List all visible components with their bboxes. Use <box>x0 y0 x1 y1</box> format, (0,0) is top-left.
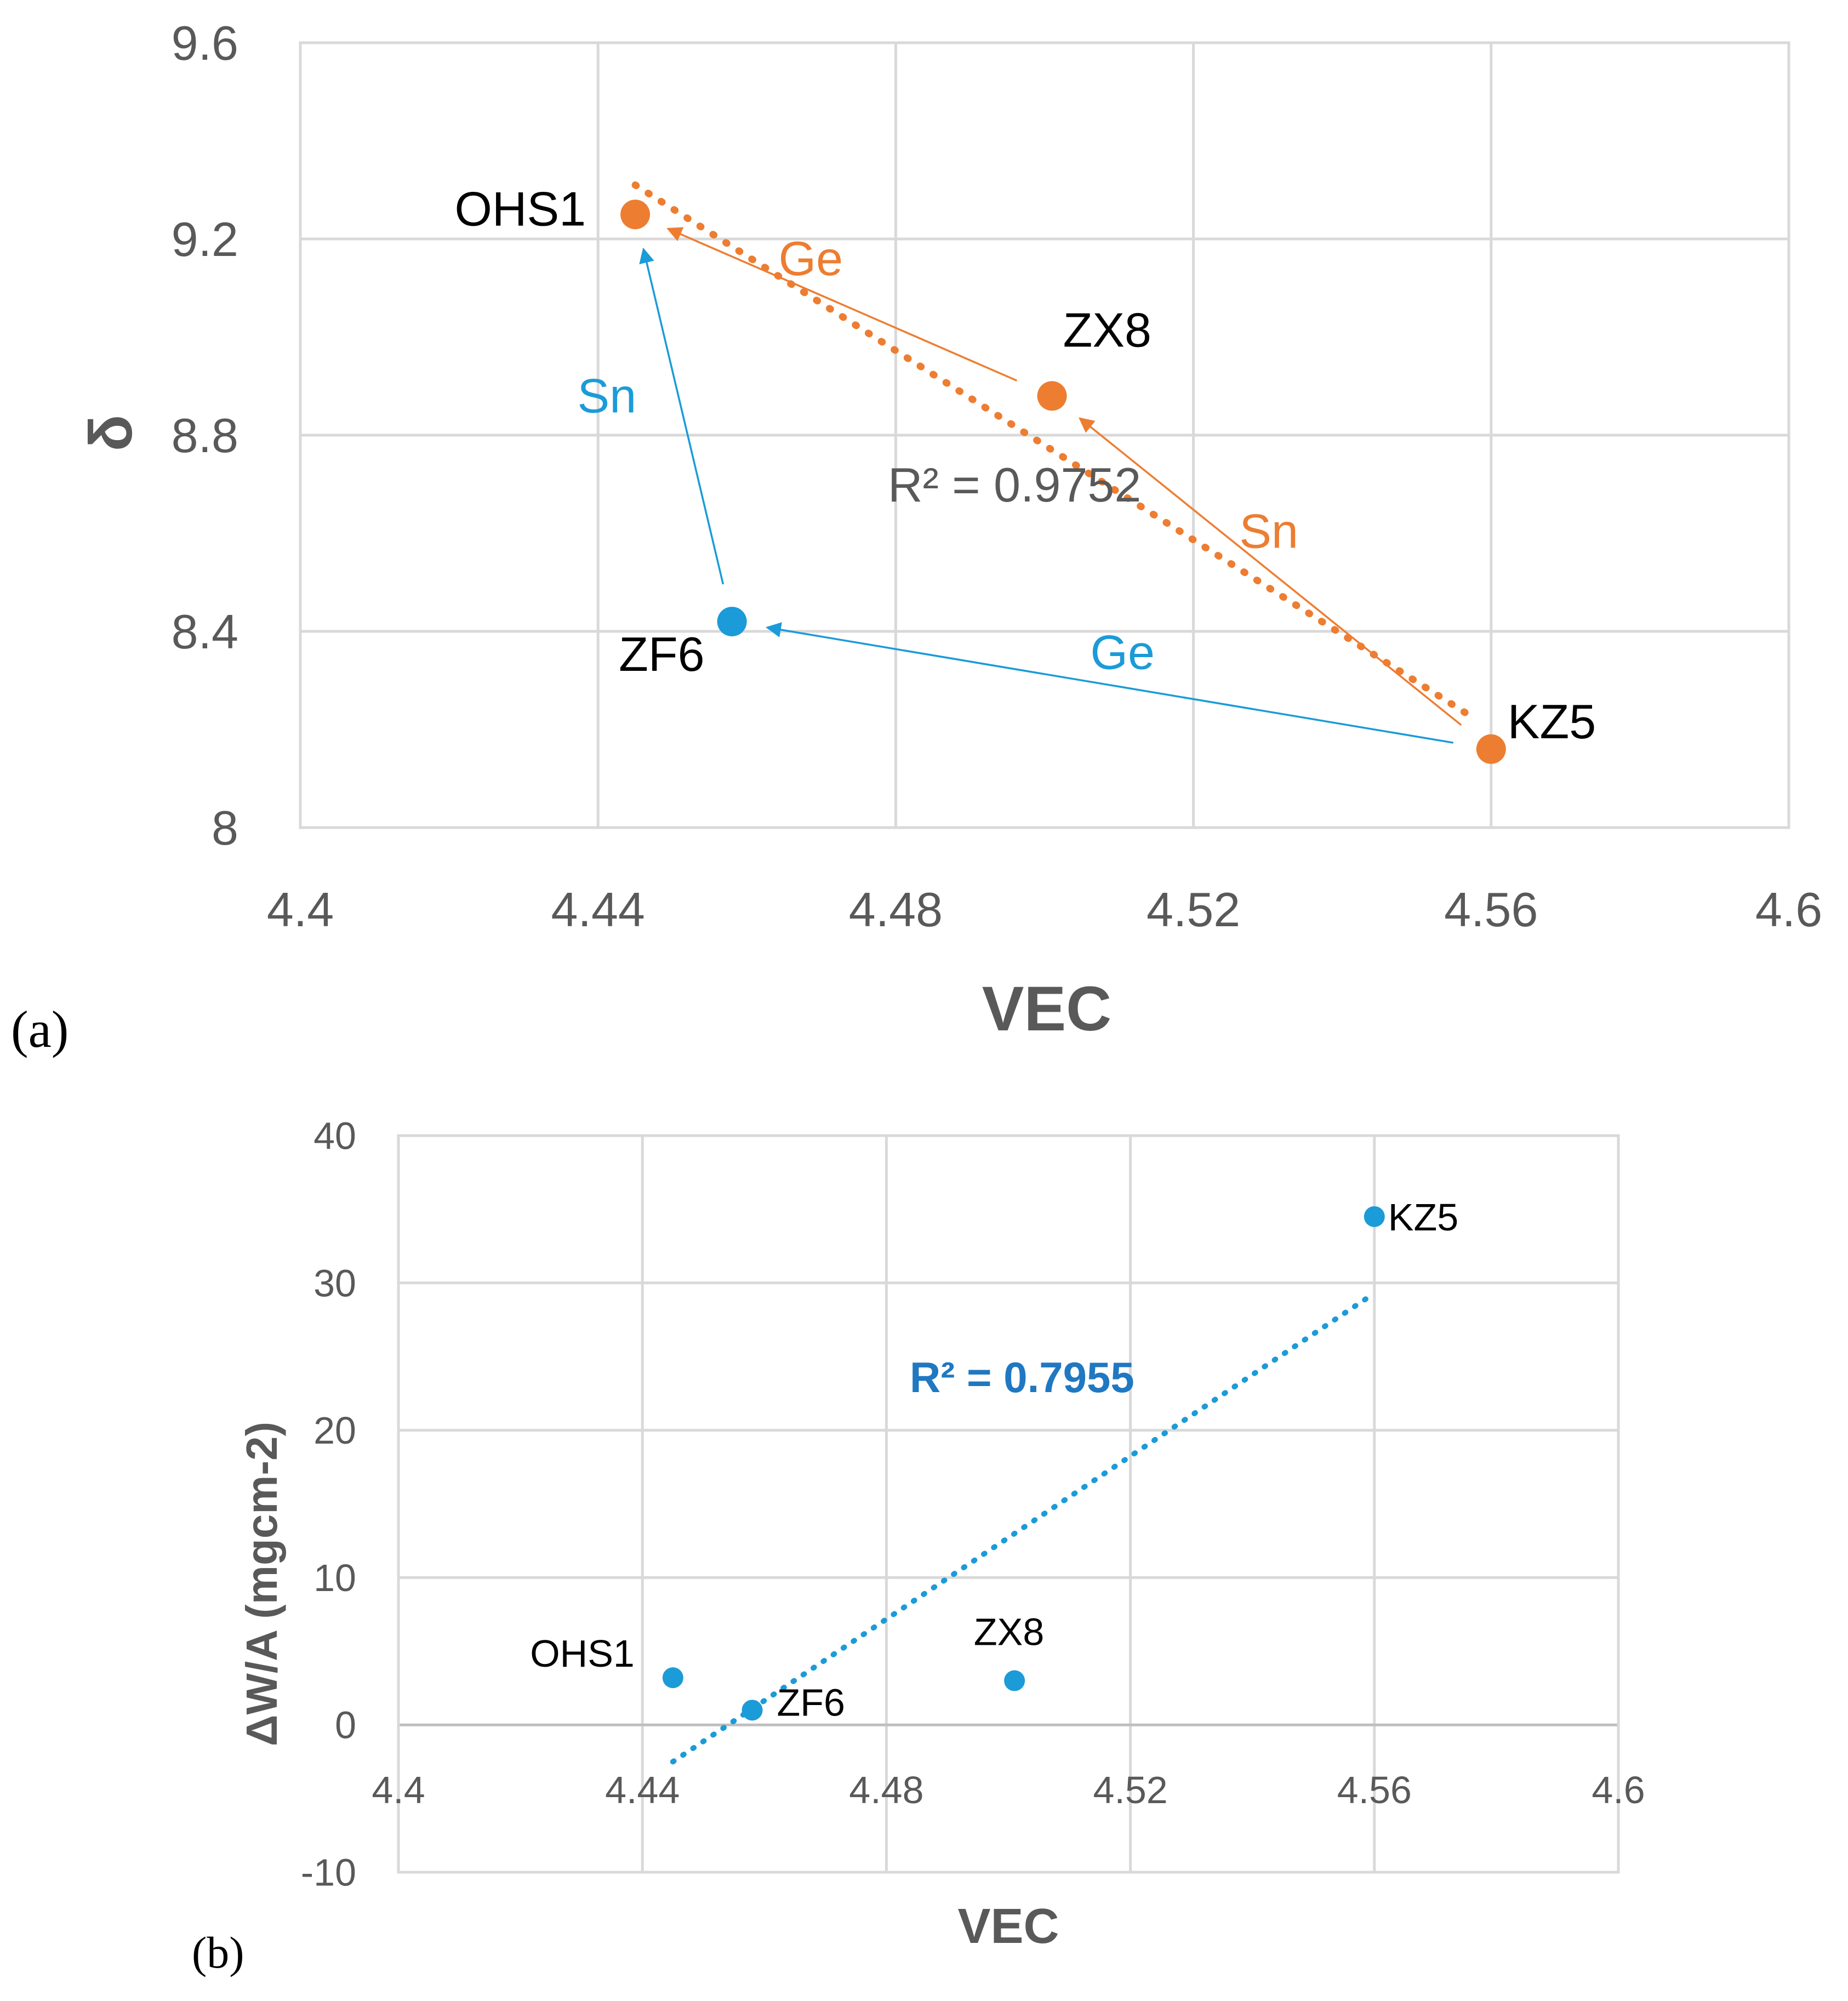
panel-a-r2-label: R² = 0.9752 <box>888 458 1141 512</box>
x-tick-label: 4.44 <box>551 882 645 937</box>
panel-b-x-tick-labels: 4.4 4.44 4.48 4.52 4.56 4.6 <box>372 1769 1645 1811</box>
panel-b: 4.4 4.44 4.48 4.52 4.56 4.6 -10 0 10 20 30 40 OHS1… <box>192 1115 1645 1978</box>
arrow-zf6-to-ohs1 <box>639 247 725 585</box>
panel-b-label: (b) <box>192 1928 244 1977</box>
arrow-kz5-to-zf6 <box>765 622 1454 744</box>
data-point-zx8 <box>1004 1670 1025 1691</box>
data-point-ohs1 <box>620 199 651 230</box>
trendline <box>670 1290 1377 1765</box>
arrow-label: Ge <box>779 231 843 286</box>
x-tick-label: 4.44 <box>605 1769 680 1811</box>
y-tick-label: 30 <box>313 1262 356 1304</box>
x-tick-label: 4.56 <box>1444 882 1538 937</box>
x-tick-label: 4.6 <box>1592 1769 1645 1811</box>
y-tick-label: 8.4 <box>172 605 238 659</box>
y-tick-label: 9.2 <box>172 212 238 266</box>
panel-b-y-axis-title: ΔW/A (mgcm-2) <box>237 1422 286 1746</box>
x-tick-label: 4.52 <box>1147 882 1240 937</box>
data-point-zx8 <box>1037 381 1067 411</box>
x-tick-label: 4.52 <box>1093 1769 1167 1811</box>
panel-a-label: (a) <box>11 1000 69 1058</box>
panel-a-points: OHS1 ZX8 KZ5 ZF6 <box>454 181 1596 764</box>
panel-a-y-axis-title: δ <box>77 415 145 452</box>
x-tick-label: 4.56 <box>1337 1769 1412 1811</box>
panel-b-x-axis-title: VEC <box>957 1899 1059 1954</box>
y-tick-label: 40 <box>313 1115 356 1158</box>
panel-b-plot-frame <box>397 1134 1620 1874</box>
arrow-zx8-to-ohs1 <box>666 227 1018 382</box>
data-point-zf6 <box>742 1700 763 1721</box>
y-tick-label: 8 <box>212 801 238 855</box>
x-tick-label: 4.4 <box>267 882 334 937</box>
panel-b-points: OHS1 ZF6 ZX8 KZ5 <box>530 1196 1458 1724</box>
x-tick-label: 4.48 <box>849 882 943 937</box>
y-tick-label: -10 <box>301 1851 356 1894</box>
y-tick-label: 9.6 <box>172 16 238 70</box>
y-tick-label: 10 <box>313 1557 356 1599</box>
y-tick-label: 0 <box>335 1704 356 1747</box>
data-point-kz5 <box>1364 1206 1385 1227</box>
data-point-kz5 <box>1476 734 1506 764</box>
y-tick-label: 8.8 <box>172 408 238 463</box>
data-point-zf6 <box>717 607 747 637</box>
x-tick-label: 4.6 <box>1755 882 1822 937</box>
panel-a-arrows: Sn Ge Ge Sn <box>578 227 1462 744</box>
panel-b-trendline <box>670 1290 1377 1765</box>
panel-b-r2-label: R² = 0.7955 <box>910 1353 1134 1401</box>
panel-a: 4.4 4.44 4.48 4.52 4.56 4.6 8 8.4 8.8 9.2 9.6 Sn G… <box>11 16 1822 1058</box>
arrow-label: Sn <box>578 369 637 423</box>
arrow-label: Ge <box>1091 625 1155 679</box>
panel-a-y-tick-labels: 8 8.4 8.8 9.2 9.6 <box>172 16 238 855</box>
panel-a-x-axis-title: VEC <box>982 974 1111 1044</box>
point-label-zx8: ZX8 <box>974 1611 1044 1654</box>
panel-a-x-tick-labels: 4.4 4.44 4.48 4.52 4.56 4.6 <box>267 882 1822 937</box>
panel-a-plot-frame <box>299 41 1790 829</box>
panel-b-gridlines <box>397 1134 1620 1874</box>
point-label-zx8: ZX8 <box>1063 303 1151 357</box>
point-label-zf6: ZF6 <box>777 1681 845 1724</box>
point-label-ohs1: OHS1 <box>530 1632 635 1675</box>
arrow-kz5-to-zx8 <box>1079 417 1462 726</box>
x-tick-label: 4.48 <box>849 1769 923 1811</box>
point-label-kz5: KZ5 <box>1388 1196 1458 1239</box>
arrow-label: Sn <box>1239 504 1298 558</box>
point-label-kz5: KZ5 <box>1508 694 1596 749</box>
trendline <box>631 181 1480 723</box>
panel-b-y-tick-labels: -10 0 10 20 30 40 <box>301 1115 356 1894</box>
data-point-ohs1 <box>662 1667 683 1689</box>
point-label-zf6: ZF6 <box>619 627 704 681</box>
point-label-ohs1: OHS1 <box>454 181 586 236</box>
panel-a-trendline <box>631 181 1480 723</box>
y-tick-label: 20 <box>313 1409 356 1452</box>
x-tick-label: 4.4 <box>372 1769 425 1811</box>
